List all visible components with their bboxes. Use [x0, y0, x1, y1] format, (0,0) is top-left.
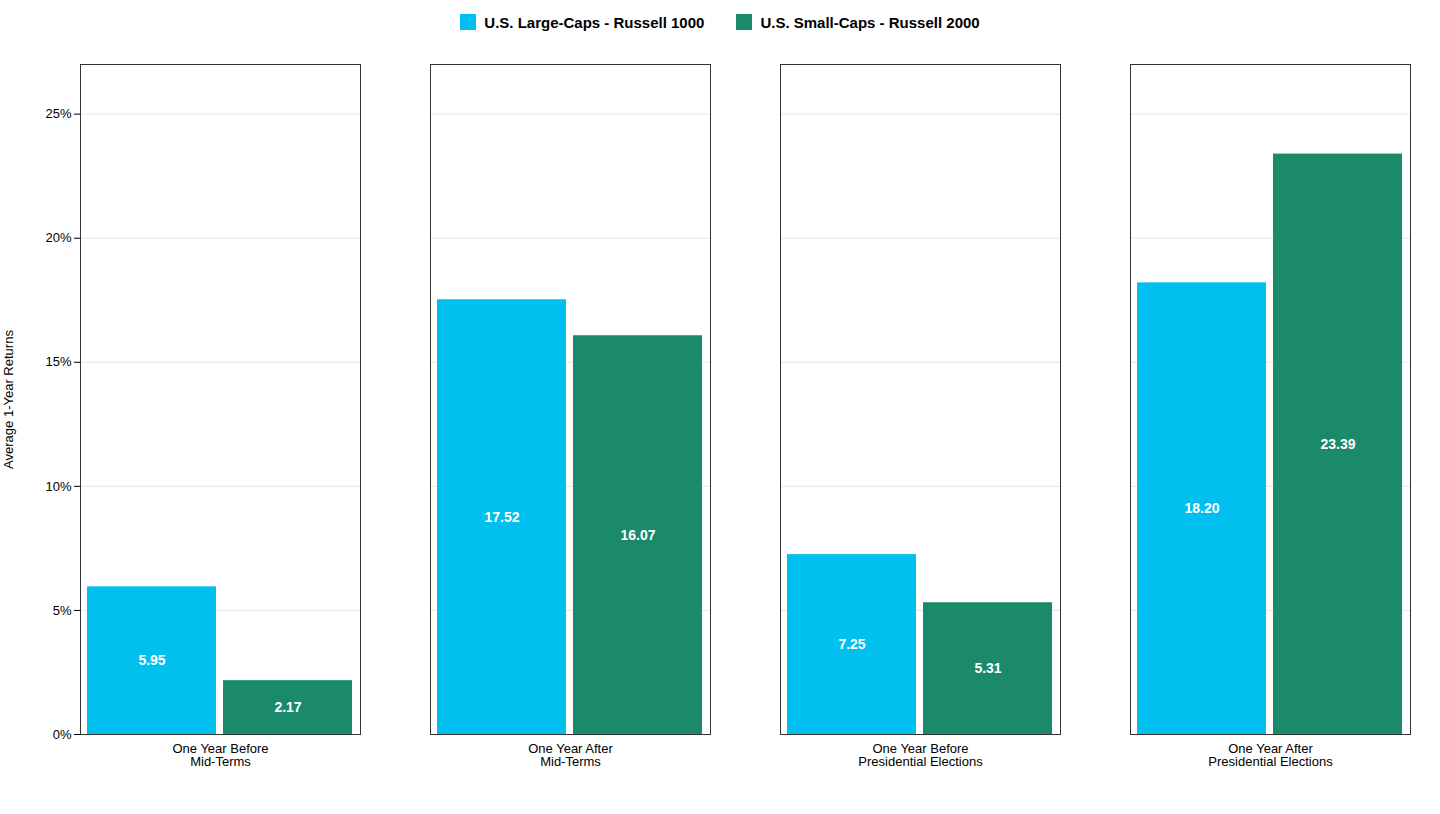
svg-text:Average 1-Year Returns: Average 1-Year Returns: [1, 330, 16, 469]
svg-text:23.39: 23.39: [1320, 436, 1355, 452]
html-text:U.S. Small-Caps - Russell 2000: U.S. Small-Caps - Russell 2000: [760, 13, 980, 31]
svg-text:7.25: 7.25: [838, 636, 865, 652]
svg-text:25%: 25%: [45, 106, 71, 121]
svg-text:0%: 0%: [53, 727, 72, 742]
svg-text:15%: 15%: [45, 354, 71, 369]
svg-text:One Year BeforePresidential El: One Year BeforePresidential Elections: [858, 741, 983, 769]
svg-text:18.20: 18.20: [1184, 500, 1219, 516]
svg-text:10%: 10%: [45, 479, 71, 494]
html-text:U.S. Large-Caps - Russell 1000: U.S. Large-Caps - Russell 1000: [484, 13, 705, 31]
svg-text:One Year AfterPresidential Ele: One Year AfterPresidential Elections: [1208, 741, 1333, 769]
svg-text:One Year AfterMid-Terms: One Year AfterMid-Terms: [528, 741, 613, 769]
svg-text:2.17: 2.17: [274, 699, 301, 715]
svg-text:5%: 5%: [53, 603, 72, 618]
svg-text:17.52: 17.52: [484, 509, 519, 525]
svg-text:20%: 20%: [45, 230, 71, 245]
svg-text:5.95: 5.95: [138, 652, 165, 668]
svg-text:One Year BeforeMid-Terms: One Year BeforeMid-Terms: [172, 741, 268, 769]
svg-text:16.07: 16.07: [620, 527, 655, 543]
svg-text:5.31: 5.31: [974, 660, 1001, 676]
